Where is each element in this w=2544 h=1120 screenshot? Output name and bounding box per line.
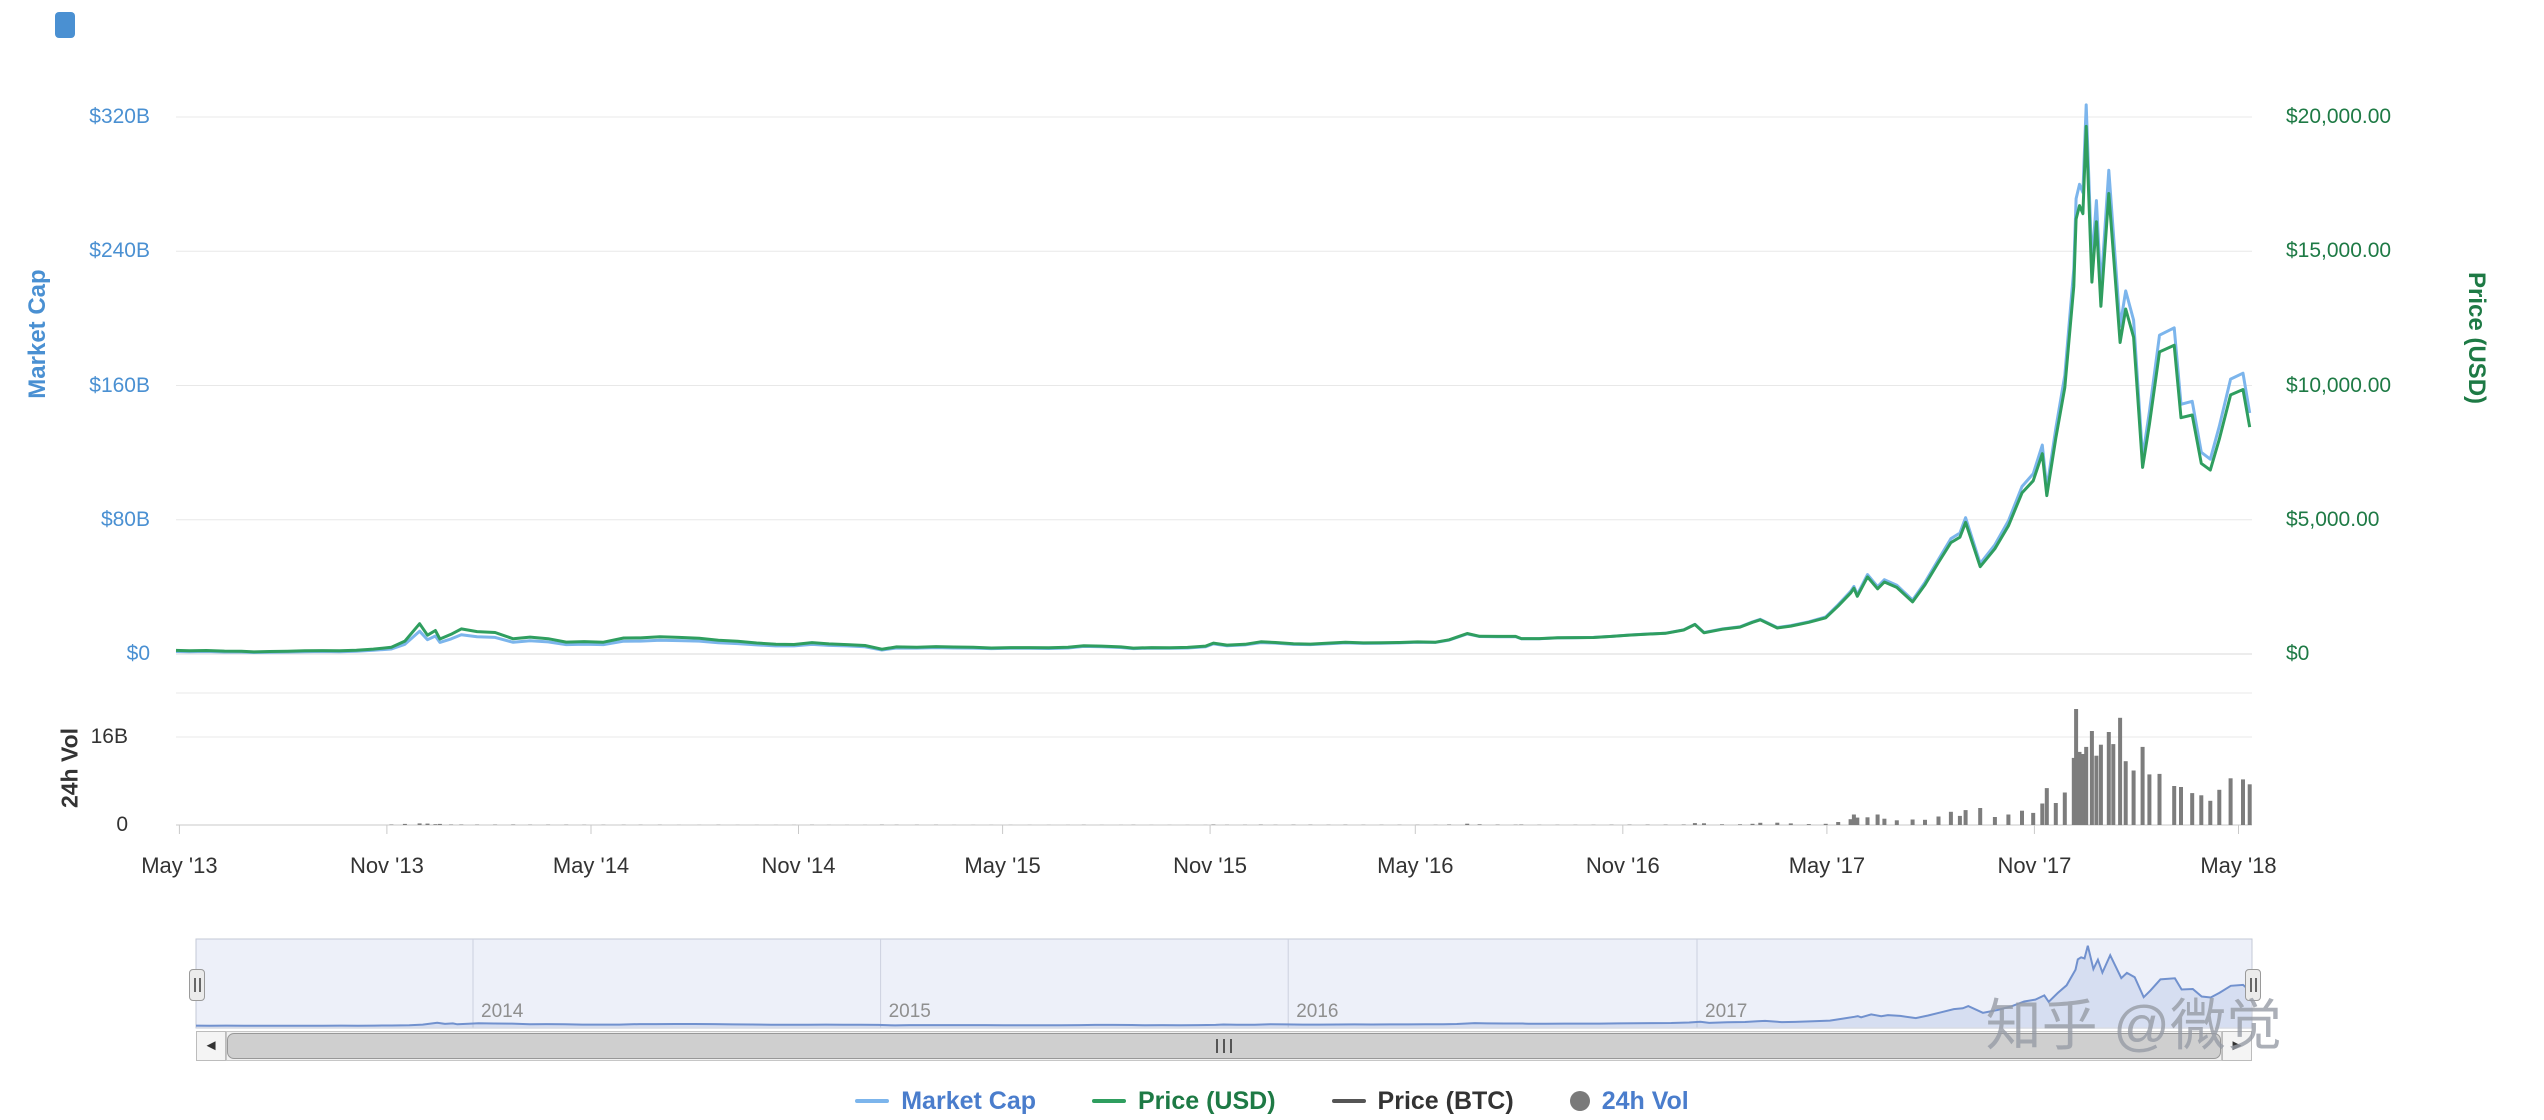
scroll-right-icon: ► — [2229, 1037, 2245, 1054]
navigator-right-handle[interactable] — [2245, 969, 2261, 1001]
legend-item-24h-vol[interactable]: 24h Vol — [1569, 1086, 1689, 1116]
market-cap-axis-title: Market Cap — [24, 269, 51, 399]
volume-axis-title: 24h Vol — [56, 727, 83, 809]
legend-label-price-btc: Price (BTC) — [1377, 1087, 1514, 1115]
scroll-left-icon: ◄ — [203, 1037, 219, 1054]
scrollbar-left-button[interactable]: ◄ — [196, 1031, 226, 1061]
legend-label-market-cap: Market Cap — [901, 1087, 1036, 1115]
handle-grip-icon — [193, 978, 201, 992]
thumb-grip-icon — [1216, 1039, 1232, 1053]
legend-label-price-usd: Price (USD) — [1138, 1087, 1276, 1115]
corner-logo-icon[interactable] — [55, 12, 75, 38]
scrollbar: ◄ ► — [196, 1031, 2252, 1061]
price-btc-line-swatch-icon — [1331, 1099, 1366, 1103]
legend-item-market-cap[interactable]: Market Cap — [855, 1086, 1036, 1116]
watermark: 知乎 @微觉 — [1985, 994, 2282, 1057]
legend-item-price-btc[interactable]: Price (BTC) — [1331, 1086, 1514, 1116]
legend-label-24h-vol: 24h Vol — [1601, 1087, 1689, 1115]
chart-plot-area[interactable] — [176, 50, 2252, 825]
price-usd-line-swatch-icon — [1092, 1099, 1126, 1103]
chart-legend: Market Cap Price (USD) Price (BTC) 24h V… — [0, 1086, 2544, 1116]
scrollbar-right-button[interactable]: ► — [2222, 1031, 2252, 1061]
navigator-left-handle[interactable] — [189, 969, 205, 1001]
handle-grip-icon — [2249, 978, 2257, 992]
legend-item-price-usd[interactable]: Price (USD) — [1092, 1086, 1276, 1116]
price-axis-title: Price (USD) — [2463, 271, 2490, 405]
scrollbar-thumb[interactable] — [227, 1033, 2221, 1059]
market-cap-line-swatch-icon — [855, 1099, 890, 1103]
navigator[interactable] — [196, 939, 2252, 1028]
volume-circle-swatch-icon — [1569, 1091, 1590, 1111]
